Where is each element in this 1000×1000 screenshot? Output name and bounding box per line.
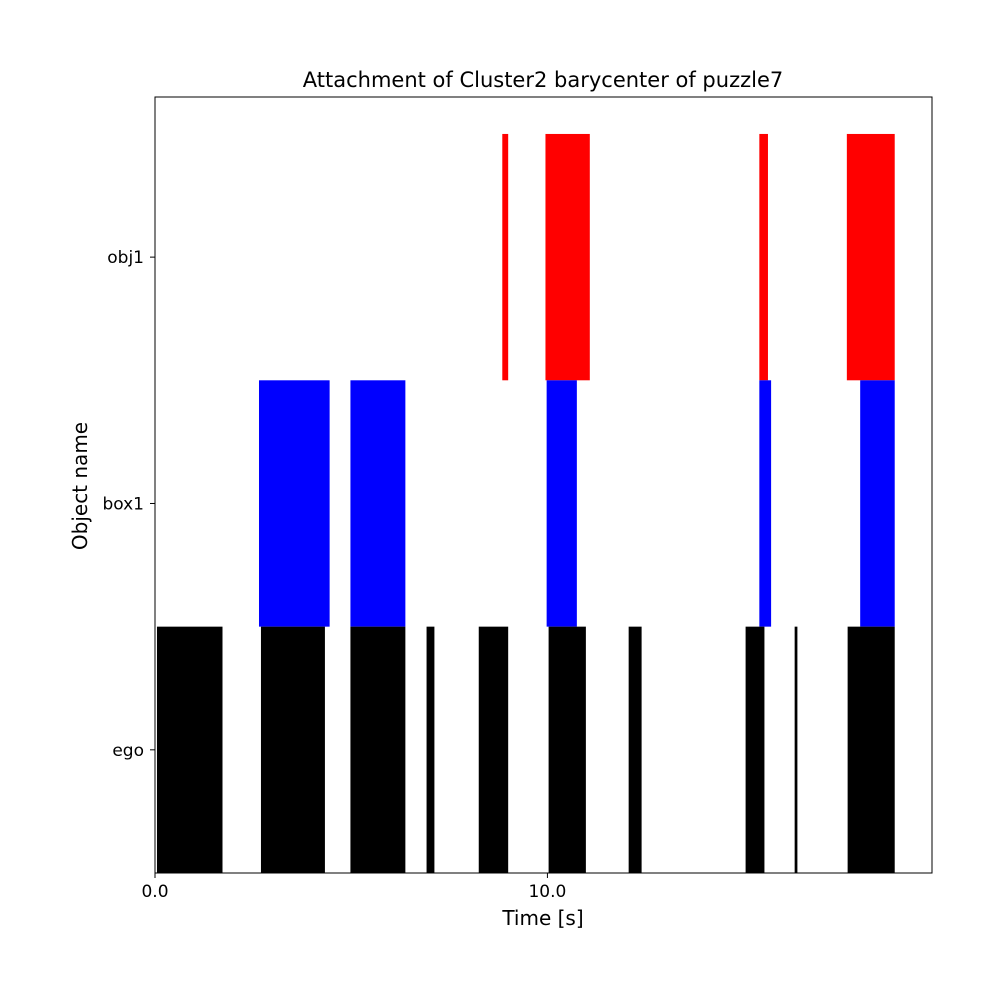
y-tick-label-box1: box1 — [102, 494, 144, 514]
bar-obj1-3 — [846, 133, 895, 381]
bar-ego-2 — [350, 626, 406, 873]
bars-layer — [156, 133, 895, 873]
plot-frame — [154, 96, 933, 874]
bar-box1-3 — [759, 380, 772, 627]
x-ticks: 0.0 10.0 — [141, 873, 566, 902]
bar-box1-4 — [860, 380, 895, 627]
bar-ego-3 — [426, 626, 435, 873]
x-axis-label: Time [s] — [501, 906, 583, 930]
y-axis-label: Object name — [68, 422, 92, 550]
y-ticks: ego box1 obj1 — [102, 248, 155, 761]
bar-ego-5 — [548, 626, 586, 873]
bar-obj1-2 — [759, 133, 768, 381]
y-tick-label-ego: ego — [112, 741, 144, 761]
bar-ego-9 — [847, 626, 895, 873]
chart-title: Attachment of Cluster2 barycenter of puz… — [303, 68, 784, 92]
bar-box1-2 — [546, 380, 577, 627]
x-tick-label-1: 10.0 — [528, 882, 566, 902]
bar-ego-0 — [156, 626, 223, 873]
bar-ego-7 — [745, 626, 765, 873]
bar-ego-6 — [628, 626, 642, 873]
bar-ego-4 — [478, 626, 509, 873]
bar-box1-1 — [350, 380, 406, 627]
bar-obj1-1 — [545, 133, 590, 381]
x-tick-label-0: 0.0 — [141, 882, 168, 902]
bar-box1-0 — [258, 380, 330, 627]
bar-ego-8 — [794, 626, 798, 873]
y-tick-label-obj1: obj1 — [107, 248, 144, 268]
bar-ego-1 — [260, 626, 325, 873]
bar-obj1-0 — [502, 133, 509, 381]
